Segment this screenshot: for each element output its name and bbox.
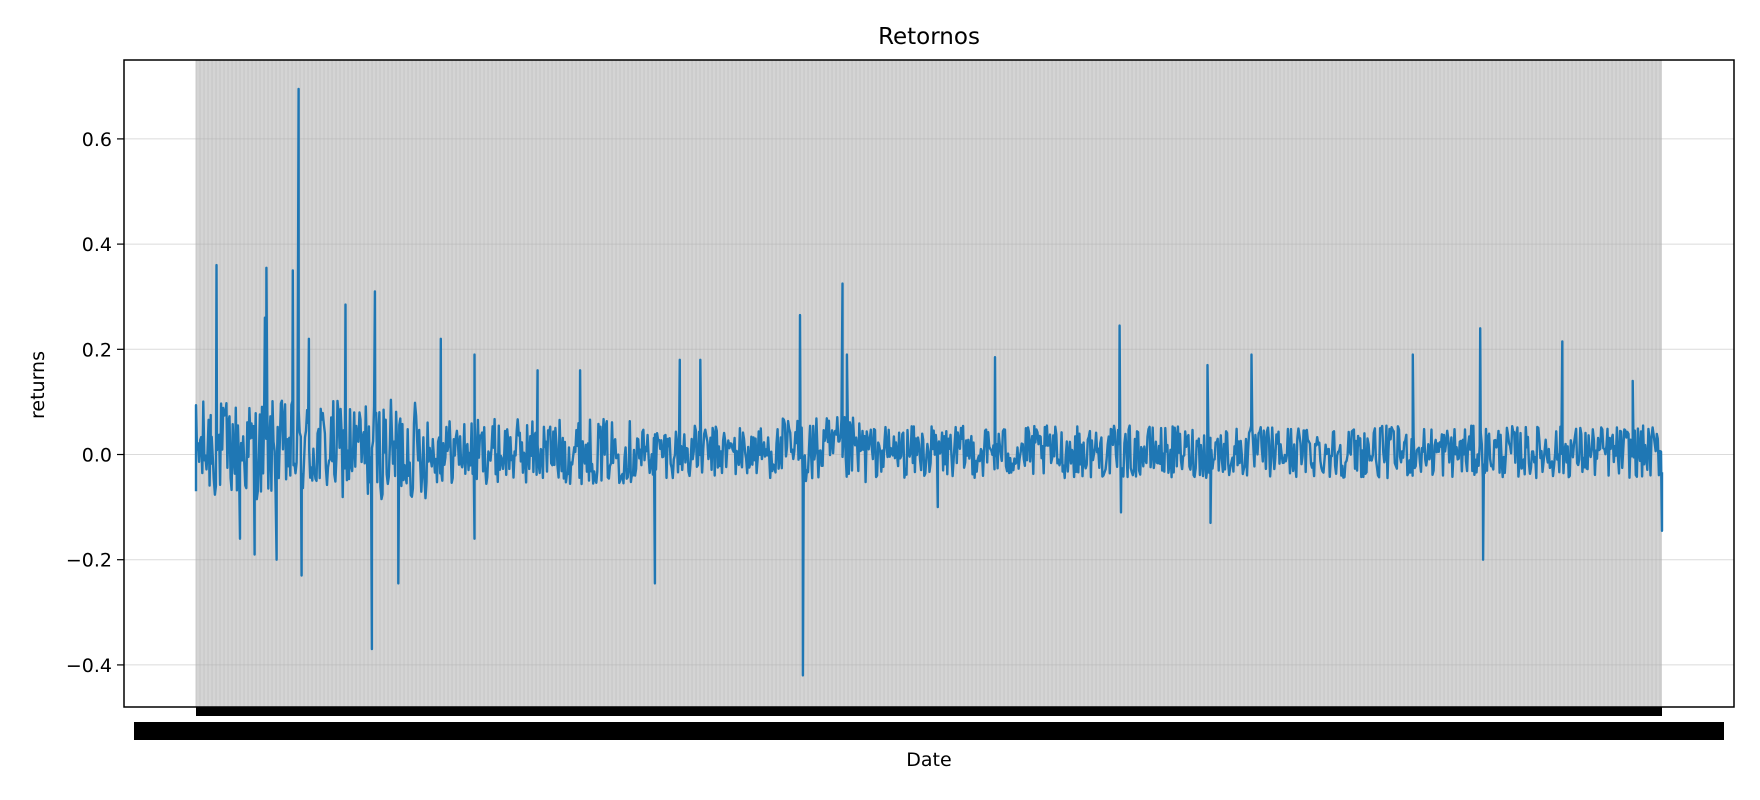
series-returns <box>194 87 1664 677</box>
date-band-shading <box>195 60 1662 707</box>
y-tick-label: 0.4 <box>82 234 112 256</box>
y-tick-label: 0.2 <box>82 339 112 361</box>
x-tick-marks <box>196 707 1662 716</box>
y-axis-label: returns <box>27 351 49 419</box>
y-tick-label: −0.4 <box>66 655 112 677</box>
returns-line <box>194 87 1664 677</box>
y-tick-label: 0.0 <box>82 445 112 467</box>
x-ticks <box>134 707 1724 740</box>
plot-frame <box>123 59 1735 708</box>
y-tick-label: −0.2 <box>66 550 112 572</box>
x-tick-labels-overlap <box>134 722 1724 740</box>
y-ticks: −0.4 −0.2 0.0 0.2 0.4 0.6 <box>66 129 124 677</box>
chart-title: Retornos <box>878 24 980 50</box>
y-tick-label: 0.6 <box>82 129 112 151</box>
x-axis-label: Date <box>906 749 951 771</box>
